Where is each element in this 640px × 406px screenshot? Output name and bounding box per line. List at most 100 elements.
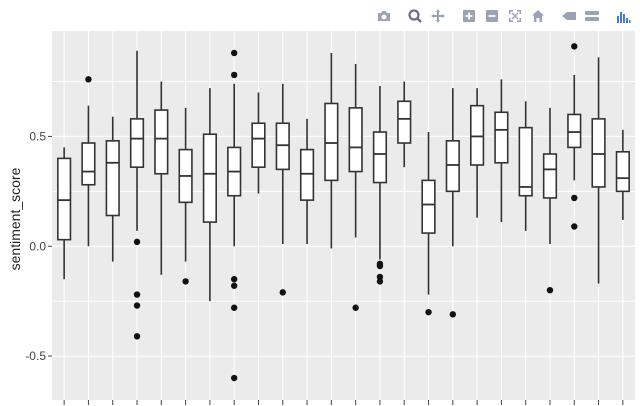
box-body <box>324 102 339 182</box>
camera-button[interactable] <box>372 6 395 26</box>
plot-background <box>52 31 635 400</box>
zoom-out-icon <box>485 10 498 22</box>
box-body <box>445 140 460 193</box>
box-24[interactable] <box>615 129 630 220</box>
box-21[interactable] <box>542 107 558 294</box>
reset-axes-button[interactable] <box>526 6 549 26</box>
outlier-point <box>279 289 286 296</box>
box-14[interactable] <box>372 85 388 285</box>
box-20[interactable] <box>518 101 533 231</box>
box-16[interactable] <box>421 132 436 316</box>
box-body <box>542 153 558 199</box>
zoom-button[interactable] <box>403 6 426 26</box>
box-body <box>518 126 533 197</box>
box-13[interactable] <box>348 63 363 311</box>
box-9[interactable] <box>251 92 266 194</box>
box-body <box>129 118 145 168</box>
spike-lines-icon <box>561 12 576 20</box>
box-4[interactable] <box>129 50 145 340</box>
box-body <box>251 122 266 168</box>
box-1[interactable] <box>57 147 72 280</box>
outlier-point <box>449 311 457 318</box>
zoom-in-button[interactable] <box>457 6 480 26</box>
spike-lines-button[interactable] <box>557 6 580 26</box>
plotly-logo-icon <box>616 12 630 23</box>
box-body <box>567 113 582 149</box>
box-body <box>469 104 485 166</box>
outlier-point <box>230 374 238 382</box>
box-body <box>105 140 120 217</box>
outlier-point <box>133 238 141 246</box>
outlier-point <box>352 304 359 311</box>
box-23[interactable] <box>591 57 606 284</box>
box-19[interactable] <box>494 79 509 223</box>
box-body <box>591 118 606 188</box>
box-body <box>421 179 436 234</box>
zoom-in-icon <box>462 10 475 22</box>
y-tick-label: 0.0 <box>29 239 46 253</box>
box-3[interactable] <box>105 116 120 262</box>
outlier-point <box>182 278 189 285</box>
autoscale-button[interactable] <box>503 6 526 26</box>
box-5[interactable] <box>154 81 169 275</box>
boxes[interactable] <box>57 43 630 382</box>
box-body <box>81 142 96 186</box>
box-body <box>494 111 509 164</box>
box-body <box>154 109 169 175</box>
box-18[interactable] <box>469 88 485 218</box>
outlier-point <box>376 262 384 270</box>
y-tick-label: -0.5 <box>25 349 46 363</box>
box-body <box>615 151 630 193</box>
x-axis <box>63 400 624 405</box>
outlier-point <box>425 308 432 316</box>
outlier-point <box>376 278 384 285</box>
box-8[interactable] <box>227 49 242 382</box>
box-22[interactable] <box>567 43 582 230</box>
y-axis-title: sentiment_score <box>7 167 23 270</box>
box-body <box>57 157 72 241</box>
outlier-point <box>133 333 141 340</box>
outlier-point <box>85 76 92 83</box>
outlier-point <box>230 71 238 79</box>
modebar-group-gap <box>603 6 611 26</box>
box-body <box>299 148 315 201</box>
box-11[interactable] <box>299 118 315 245</box>
box-6[interactable] <box>178 107 193 285</box>
modebar-group-gap <box>549 6 557 26</box>
box-10[interactable] <box>275 83 290 296</box>
zoom-out-button[interactable] <box>480 6 503 26</box>
box-body <box>348 107 363 173</box>
box-body <box>275 122 290 171</box>
outlier-point <box>230 275 238 283</box>
box-body <box>397 100 412 144</box>
outlier-point <box>133 302 141 309</box>
box-15[interactable] <box>397 81 412 168</box>
modebar <box>372 6 634 26</box>
box-2[interactable] <box>81 76 96 247</box>
outlier-point <box>571 194 578 202</box>
modebar-group-gap <box>449 6 457 26</box>
hover-compare-icon <box>584 11 599 21</box>
box-17[interactable] <box>445 88 460 318</box>
y-tick-label: 0.5 <box>29 129 46 143</box>
box-12[interactable] <box>324 52 339 249</box>
outlier-point <box>571 223 578 230</box>
camera-icon <box>377 11 390 21</box>
outlier-point <box>546 286 554 294</box>
plotly-logo-button[interactable] <box>611 6 634 26</box>
pan-button[interactable] <box>426 6 449 26</box>
outlier-point <box>230 49 238 57</box>
pan-icon <box>430 9 445 23</box>
outlier-point <box>571 43 578 50</box>
zoom-icon <box>407 9 422 23</box>
outlier-point <box>230 304 238 311</box>
y-axis: -0.5 0.0 0.5 <box>25 129 52 363</box>
outlier-point <box>133 291 141 298</box>
box-body <box>202 133 218 223</box>
modebar-group-gap <box>395 6 403 26</box>
box-7[interactable] <box>202 88 218 302</box>
outlier-point <box>230 282 238 289</box>
hover-compare-button[interactable] <box>580 6 603 26</box>
reset-axes-icon <box>531 10 544 22</box>
